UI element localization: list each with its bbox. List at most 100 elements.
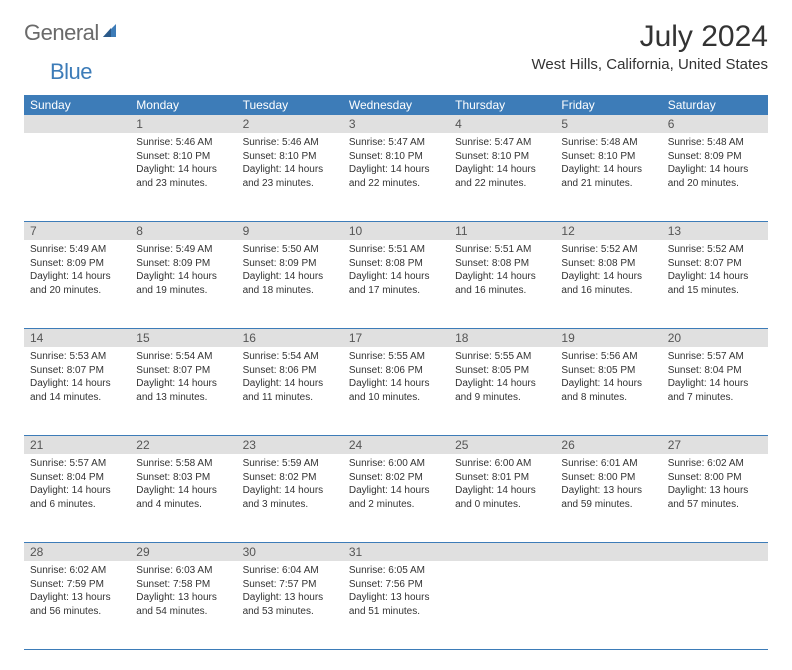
day-number: 14 — [24, 329, 130, 347]
day2-text: and 3 minutes. — [243, 498, 337, 512]
sunset-text: Sunset: 8:07 PM — [30, 364, 124, 378]
day-number: 27 — [662, 436, 768, 454]
day-cell: Sunrise: 5:55 AMSunset: 8:05 PMDaylight:… — [449, 347, 555, 435]
week-row: Sunrise: 6:02 AMSunset: 7:59 PM Daylight:… — [24, 561, 768, 650]
sunrise-text: Sunrise: 5:54 AM — [243, 350, 337, 364]
day1-text: Daylight: 13 hours — [136, 591, 230, 605]
calendar-grid: Sunday Monday Tuesday Wednesday Thursday… — [24, 95, 768, 650]
day1-text: Daylight: 14 hours — [243, 163, 337, 177]
day-number: 11 — [449, 222, 555, 240]
day-header-mon: Monday — [130, 95, 236, 115]
day-number: 23 — [237, 436, 343, 454]
day-number: 10 — [343, 222, 449, 240]
day-cell: Sunrise: 6:02 AMSunset: 7:59 PMDaylight:… — [24, 561, 130, 649]
sunrise-text: Sunrise: 5:53 AM — [30, 350, 124, 364]
sunset-text: Sunset: 8:07 PM — [668, 257, 762, 271]
sunrise-text: Sunrise: 5:50 AM — [243, 243, 337, 257]
day-num-row: 123456 — [24, 115, 768, 133]
title-block: July 2024 West Hills, California, United… — [532, 20, 768, 73]
day-number: 19 — [555, 329, 661, 347]
day-number: 30 — [237, 543, 343, 561]
day-cell: Sunrise: 5:49 AMSunset: 8:09 PMDaylight:… — [130, 240, 236, 328]
day2-text: and 59 minutes. — [561, 498, 655, 512]
day1-text: Daylight: 14 hours — [349, 377, 443, 391]
day-cell: Sunrise: 6:01 AMSunset: 8:00 PMDaylight:… — [555, 454, 661, 542]
day-num-row: 21222324252627 — [24, 436, 768, 454]
day-number: 24 — [343, 436, 449, 454]
sunrise-text: Sunrise: 5:58 AM — [136, 457, 230, 471]
sunrise-text: Sunrise: 6:02 AM — [30, 564, 124, 578]
day-cell: Sunrise: 5:54 AMSunset: 8:06 PMDaylight:… — [237, 347, 343, 435]
day-cell: Sunrise: 6:00 AMSunset: 8:01 PMDaylight:… — [449, 454, 555, 542]
day1-text: Daylight: 14 hours — [136, 270, 230, 284]
sunset-text: Sunset: 8:07 PM — [136, 364, 230, 378]
sunset-text: Sunset: 7:58 PM — [136, 578, 230, 592]
day-num-row: 78910111213 — [24, 222, 768, 240]
location-text: West Hills, California, United States — [532, 56, 768, 73]
day2-text: and 21 minutes. — [561, 177, 655, 191]
day-number: 8 — [130, 222, 236, 240]
sunset-text: Sunset: 8:10 PM — [136, 150, 230, 164]
day-number: 6 — [662, 115, 768, 133]
day1-text: Daylight: 14 hours — [30, 377, 124, 391]
sunrise-text: Sunrise: 5:46 AM — [136, 136, 230, 150]
sunset-text: Sunset: 7:59 PM — [30, 578, 124, 592]
day1-text: Daylight: 14 hours — [668, 270, 762, 284]
day-cell: Sunrise: 5:56 AMSunset: 8:05 PMDaylight:… — [555, 347, 661, 435]
sunset-text: Sunset: 8:09 PM — [30, 257, 124, 271]
sunrise-text: Sunrise: 5:47 AM — [455, 136, 549, 150]
sunset-text: Sunset: 8:09 PM — [136, 257, 230, 271]
sunrise-text: Sunrise: 6:01 AM — [561, 457, 655, 471]
sunrise-text: Sunrise: 5:57 AM — [668, 350, 762, 364]
sunrise-text: Sunrise: 5:51 AM — [349, 243, 443, 257]
day-cell: Sunrise: 5:57 AMSunset: 8:04 PMDaylight:… — [24, 454, 130, 542]
day-number: 4 — [449, 115, 555, 133]
sunrise-text: Sunrise: 5:55 AM — [349, 350, 443, 364]
day-number: 28 — [24, 543, 130, 561]
day2-text: and 53 minutes. — [243, 605, 337, 619]
day2-text: and 18 minutes. — [243, 284, 337, 298]
day-header-sat: Saturday — [662, 95, 768, 115]
day-cell: Sunrise: 5:46 AMSunset: 8:10 PMDaylight:… — [237, 133, 343, 221]
day1-text: Daylight: 14 hours — [455, 377, 549, 391]
day1-text: Daylight: 14 hours — [561, 163, 655, 177]
day-header-sun: Sunday — [24, 95, 130, 115]
day1-text: Daylight: 14 hours — [561, 270, 655, 284]
day-number: 15 — [130, 329, 236, 347]
logo-text-gray: General — [24, 20, 99, 46]
day-number: 20 — [662, 329, 768, 347]
day1-text: Daylight: 13 hours — [243, 591, 337, 605]
day-number: 5 — [555, 115, 661, 133]
day2-text: and 2 minutes. — [349, 498, 443, 512]
sunrise-text: Sunrise: 5:48 AM — [668, 136, 762, 150]
day-number: 2 — [237, 115, 343, 133]
day-number — [662, 543, 768, 561]
day-cell — [555, 561, 661, 649]
day-cell: Sunrise: 5:54 AMSunset: 8:07 PMDaylight:… — [130, 347, 236, 435]
sunrise-text: Sunrise: 5:49 AM — [136, 243, 230, 257]
day2-text: and 14 minutes. — [30, 391, 124, 405]
day2-text: and 0 minutes. — [455, 498, 549, 512]
sunset-text: Sunset: 8:00 PM — [668, 471, 762, 485]
day-number: 13 — [662, 222, 768, 240]
day1-text: Daylight: 13 hours — [349, 591, 443, 605]
day1-text: Daylight: 13 hours — [561, 484, 655, 498]
day2-text: and 16 minutes. — [561, 284, 655, 298]
sunrise-text: Sunrise: 5:55 AM — [455, 350, 549, 364]
sunrise-text: Sunrise: 5:48 AM — [561, 136, 655, 150]
sunset-text: Sunset: 7:57 PM — [243, 578, 337, 592]
sunset-text: Sunset: 8:04 PM — [30, 471, 124, 485]
day-cell: Sunrise: 5:47 AMSunset: 8:10 PMDaylight:… — [343, 133, 449, 221]
sunrise-text: Sunrise: 5:52 AM — [561, 243, 655, 257]
day1-text: Daylight: 14 hours — [455, 484, 549, 498]
sunset-text: Sunset: 8:02 PM — [349, 471, 443, 485]
sunrise-text: Sunrise: 6:04 AM — [243, 564, 337, 578]
sunset-text: Sunset: 8:08 PM — [349, 257, 443, 271]
day2-text: and 6 minutes. — [30, 498, 124, 512]
day-number: 3 — [343, 115, 449, 133]
logo-sail-icon — [101, 22, 119, 45]
day1-text: Daylight: 14 hours — [349, 484, 443, 498]
sunset-text: Sunset: 8:03 PM — [136, 471, 230, 485]
day-number: 7 — [24, 222, 130, 240]
day1-text: Daylight: 14 hours — [668, 163, 762, 177]
